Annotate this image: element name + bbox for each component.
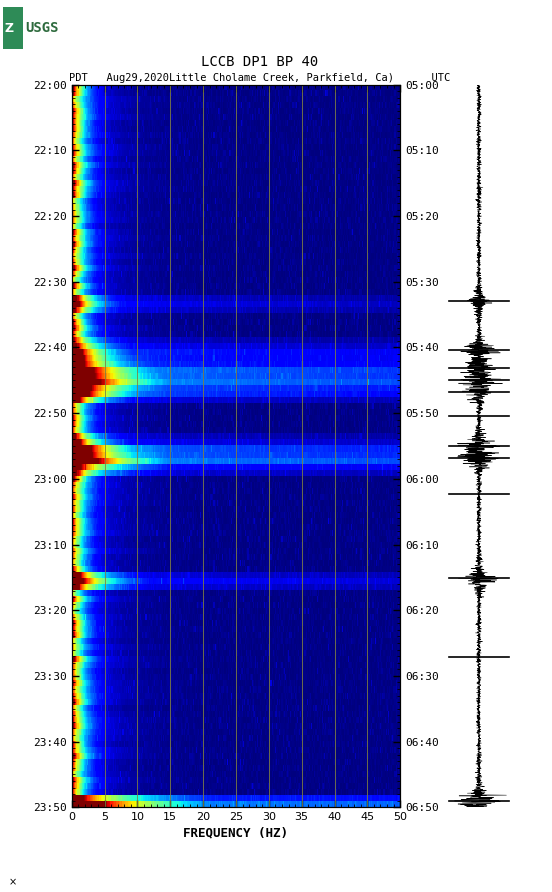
- Text: USGS: USGS: [26, 21, 59, 35]
- Text: PDT   Aug29,2020Little Cholame Creek, Parkfield, Ca)      UTC: PDT Aug29,2020Little Cholame Creek, Park…: [69, 72, 450, 83]
- X-axis label: FREQUENCY (HZ): FREQUENCY (HZ): [183, 826, 289, 839]
- Text: LCCB DP1 BP 40: LCCB DP1 BP 40: [201, 55, 318, 70]
- Text: Z: Z: [4, 21, 13, 35]
- Bar: [3, 7, 23, 49]
- Text: ×: ×: [8, 878, 17, 888]
